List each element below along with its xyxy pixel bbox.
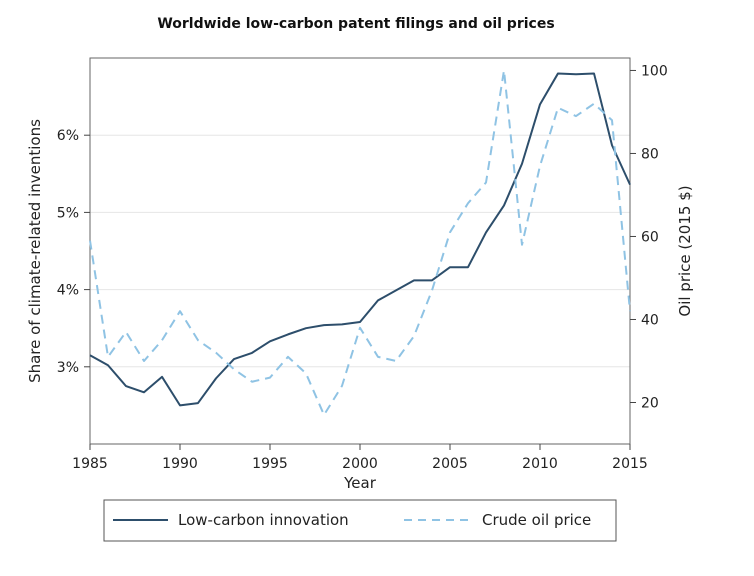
axes: 3% 4% 5% 6% 20 40 60 80 100 1985 1990 1995 2000 2005 2…: [57, 63, 668, 472]
series-lines: [89, 69, 631, 416]
x-tick-label: 2000: [342, 456, 378, 472]
series-line-low-carbon-innovation: [89, 72, 631, 407]
y-right-tick-label: 40: [641, 312, 659, 328]
x-tick-label: 2010: [522, 456, 558, 472]
x-tick-label: 1990: [162, 456, 198, 472]
legend-label-low-carbon: Low-carbon innovation: [178, 511, 349, 529]
chart-title: Worldwide low-carbon patent filings and …: [157, 16, 554, 32]
y-right-axis-title: Oil price (2015 $): [676, 185, 694, 316]
x-tick-label: 2005: [432, 456, 468, 472]
y-left-axis-title: Share of climate-related inventions: [26, 119, 44, 383]
y-left-tick-label: 5%: [57, 205, 79, 221]
series-line-crude-oil-price: [89, 69, 631, 416]
legend-label-oil-price: Crude oil price: [482, 511, 591, 529]
x-axis-title: Year: [343, 474, 377, 492]
gridlines: [90, 134, 630, 368]
x-tick-label: 1985: [72, 456, 108, 472]
y-left-tick-label: 3%: [57, 360, 79, 376]
y-right-tick-label: 20: [641, 395, 659, 411]
legend-box: [103, 499, 617, 542]
y-left-tick-label: 4%: [57, 283, 79, 299]
legend: Low-carbon innovation Crude oil price: [103, 499, 617, 542]
y-left-tick-label: 6%: [57, 128, 79, 144]
y-right-tick-label: 60: [641, 229, 659, 245]
y-right-tick-label: 80: [641, 146, 659, 162]
x-tick-label: 1995: [252, 456, 288, 472]
x-tick-label: 2015: [612, 456, 648, 472]
y-right-tick-label: 100: [641, 63, 668, 79]
